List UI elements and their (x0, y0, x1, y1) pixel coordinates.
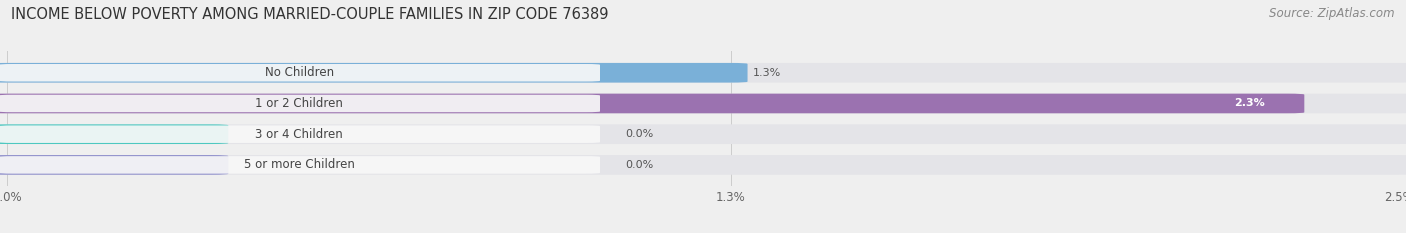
Text: No Children: No Children (264, 66, 333, 79)
Text: 1 or 2 Children: 1 or 2 Children (256, 97, 343, 110)
Text: 0.0%: 0.0% (626, 129, 654, 139)
FancyBboxPatch shape (0, 124, 1406, 144)
FancyBboxPatch shape (0, 63, 748, 82)
FancyBboxPatch shape (0, 63, 1406, 82)
FancyBboxPatch shape (0, 64, 600, 82)
FancyBboxPatch shape (0, 155, 228, 175)
Text: 5 or more Children: 5 or more Children (243, 158, 354, 171)
FancyBboxPatch shape (0, 155, 1406, 175)
FancyBboxPatch shape (0, 94, 1406, 113)
Text: 3 or 4 Children: 3 or 4 Children (256, 128, 343, 141)
FancyBboxPatch shape (0, 156, 600, 174)
Text: 2.3%: 2.3% (1234, 99, 1265, 109)
FancyBboxPatch shape (0, 125, 600, 143)
Text: 1.3%: 1.3% (754, 68, 782, 78)
Text: INCOME BELOW POVERTY AMONG MARRIED-COUPLE FAMILIES IN ZIP CODE 76389: INCOME BELOW POVERTY AMONG MARRIED-COUPL… (11, 7, 609, 22)
Text: 0.0%: 0.0% (626, 160, 654, 170)
Text: Source: ZipAtlas.com: Source: ZipAtlas.com (1270, 7, 1395, 20)
FancyBboxPatch shape (0, 124, 228, 144)
FancyBboxPatch shape (0, 95, 600, 112)
FancyBboxPatch shape (0, 94, 1305, 113)
